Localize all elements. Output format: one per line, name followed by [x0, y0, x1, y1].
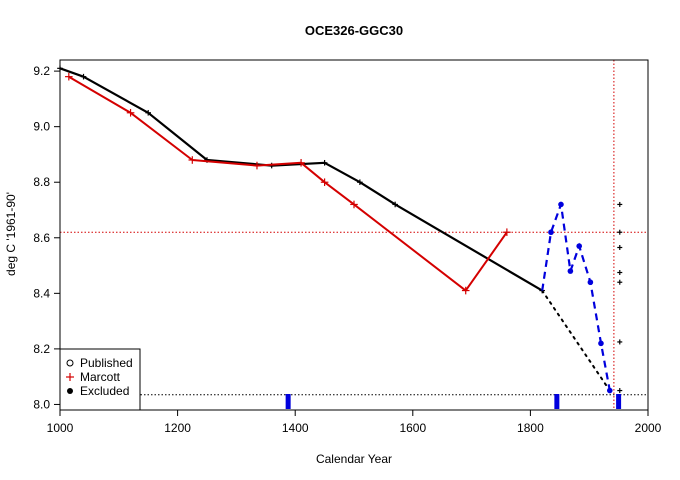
axes: 1000 1200 1400 1600 1800 2000 8.0 8.2 8.4 8.6 8.8 9… — [33, 64, 661, 435]
marcott-point-0 — [65, 72, 73, 81]
y-tick-label-6: 9.2 — [33, 64, 50, 78]
x-tick-label-4: 1800 — [517, 421, 544, 435]
plus-column-point-3 — [617, 270, 623, 275]
excluded-point-2 — [558, 201, 564, 208]
plus-column-point-1 — [617, 229, 623, 235]
published-point-6 — [357, 179, 363, 186]
legend-label-2: Excluded — [80, 384, 129, 398]
legend-label-0: Published — [80, 356, 133, 370]
x-tick-label-2: 1400 — [282, 421, 309, 435]
excluded-point-5 — [587, 279, 594, 286]
chart-title: OCE326-GGC30 — [305, 23, 403, 38]
plus-column-point-6 — [617, 388, 623, 394]
plot-area — [57, 60, 648, 410]
published-point-5 — [321, 159, 328, 166]
y-axis-label: deg C '1961-90' — [4, 192, 18, 276]
plus-column-point-2 — [617, 245, 623, 250]
marcott-point-7 — [461, 286, 470, 295]
legend-marker-published — [66, 359, 74, 367]
y-tick-label-4: 8.8 — [33, 175, 50, 189]
excluded-point-1 — [548, 229, 554, 236]
rug-marker-1 — [554, 394, 560, 409]
legend-label-1: Marcott — [80, 370, 121, 384]
plus-column-point-5 — [617, 339, 623, 345]
marcott-point-6 — [350, 200, 358, 209]
series-line-excluded — [541, 204, 611, 391]
y-tick-label-5: 9.0 — [33, 120, 50, 134]
y-tick-label-2: 8.4 — [33, 286, 50, 300]
marcott-point-8 — [503, 228, 511, 237]
x-tick-label-0: 1000 — [47, 421, 74, 435]
plot-frame — [59, 59, 649, 411]
legend-box — [59, 348, 141, 411]
legend-marker-marcott — [66, 373, 74, 381]
excluded-point-6 — [598, 340, 604, 347]
excluded-point-7 — [606, 387, 613, 394]
rug-marker-0 — [285, 394, 291, 409]
marcott-point-3 — [253, 161, 261, 170]
x-tick-label-5: 2000 — [635, 421, 662, 435]
y-tick-label-1: 8.2 — [33, 342, 50, 356]
published-point-1 — [80, 73, 87, 80]
published-point-7 — [392, 201, 398, 208]
excluded-point-3 — [567, 268, 574, 274]
plus-column-point-4 — [617, 279, 623, 285]
x-tick-label-1: 1200 — [164, 421, 191, 435]
y-tick-label-0: 8.0 — [33, 397, 50, 411]
marcott-point-4 — [297, 158, 305, 167]
series-line-published-dotted — [541, 289, 611, 392]
marcott-point-2 — [188, 156, 197, 164]
rug-marker-2 — [616, 394, 622, 409]
published-point-2 — [145, 109, 151, 116]
excluded-point-4 — [576, 243, 583, 249]
y-tick-label-3: 8.6 — [33, 231, 50, 245]
marcott-point-1 — [126, 108, 135, 117]
legend-marker-excluded — [67, 388, 73, 394]
plus-column-point-0 — [617, 201, 623, 207]
x-axis-label: Calendar Year — [316, 452, 392, 466]
x-tick-label-3: 1600 — [399, 421, 426, 435]
marcott-point-5 — [320, 178, 329, 187]
